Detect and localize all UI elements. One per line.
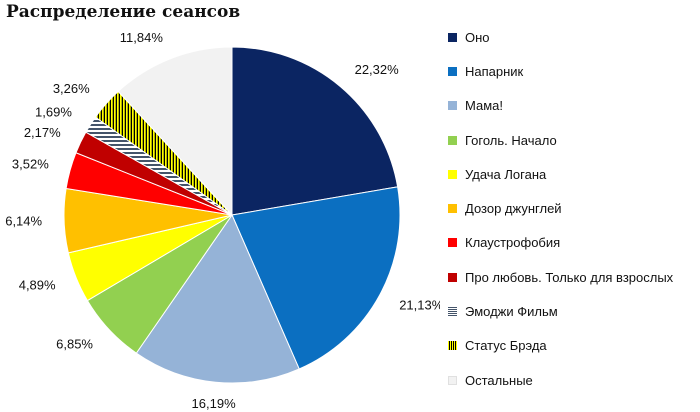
data-label-10: 3,26% <box>53 81 90 96</box>
legend-item-7: Клаустрофобия <box>448 226 698 260</box>
legend-item-9: Эмоджи Фильм <box>448 294 698 328</box>
chart-title: Распределение сеансов <box>6 2 241 22</box>
data-label-11: 11,84% <box>120 30 164 45</box>
legend-swatch-7 <box>448 238 457 248</box>
data-label-7: 3,52% <box>12 157 49 172</box>
legend-item-2: Напарник <box>448 54 698 88</box>
data-label-6: 6,14% <box>5 214 42 229</box>
legend-label-4: Гоголь. Начало <box>465 132 557 148</box>
legend-label-7: Клаустрофобия <box>465 235 561 251</box>
data-label-1: 22,32% <box>355 62 400 77</box>
legend-swatch-6 <box>448 204 457 214</box>
legend-swatch-1 <box>448 32 457 42</box>
legend: Оно Напарник Мама! Гоголь. Начало Удача Лога… <box>448 20 698 397</box>
legend-swatch-3 <box>448 101 457 111</box>
data-label-9: 1,69% <box>35 105 72 120</box>
legend-label-2: Напарник <box>465 63 524 79</box>
legend-item-10: Статус Брэда <box>448 329 698 363</box>
data-label-3: 16,19% <box>192 396 237 411</box>
pie-labels: 22,32% 21,13% 16,19% 6,85% 4,89% 6,14% 3,52% 2,… <box>5 30 440 411</box>
legend-item-11: Остальные <box>448 363 698 397</box>
legend-swatch-2 <box>448 66 457 76</box>
pie-slices <box>63 46 401 384</box>
legend-swatch-11 <box>448 375 457 385</box>
legend-swatch-5 <box>448 169 457 179</box>
legend-label-1: Оно <box>465 29 490 45</box>
legend-item-4: Гоголь. Начало <box>448 123 698 157</box>
legend-swatch-4 <box>448 135 457 145</box>
legend-label-5: Удача Логана <box>465 166 547 182</box>
legend-label-3: Мама! <box>465 98 503 114</box>
pie-chart: 22,32% 21,13% 16,19% 6,85% 4,89% 6,14% 3,52% 2,… <box>5 30 440 411</box>
data-label-8: 2,17% <box>24 125 61 140</box>
legend-label-8: Про любовь. Только для взрослых <box>465 269 674 285</box>
slice-2 <box>231 186 401 370</box>
data-label-4: 6,85% <box>56 337 93 352</box>
data-label-2: 21,13% <box>399 297 440 312</box>
legend-label-10: Статус Брэда <box>465 338 547 354</box>
slice-3 <box>135 213 300 384</box>
slice-11 <box>117 46 233 217</box>
legend-label-6: Дозор джунглей <box>465 201 562 217</box>
legend-item-8: Про любовь. Только для взрослых <box>448 260 698 294</box>
legend-swatch-10 <box>448 341 457 351</box>
slice-1 <box>231 46 399 216</box>
legend-swatch-8 <box>448 272 457 282</box>
legend-label-9: Эмоджи Фильм <box>465 304 558 320</box>
data-label-5: 4,89% <box>19 278 56 293</box>
legend-swatch-9 <box>448 307 457 317</box>
legend-item-6: Дозор джунглей <box>448 191 698 225</box>
legend-item-1: Оно <box>448 20 698 54</box>
legend-label-11: Остальные <box>465 372 533 388</box>
legend-item-5: Удача Логана <box>448 157 698 191</box>
legend-item-3: Мама! <box>448 89 698 123</box>
